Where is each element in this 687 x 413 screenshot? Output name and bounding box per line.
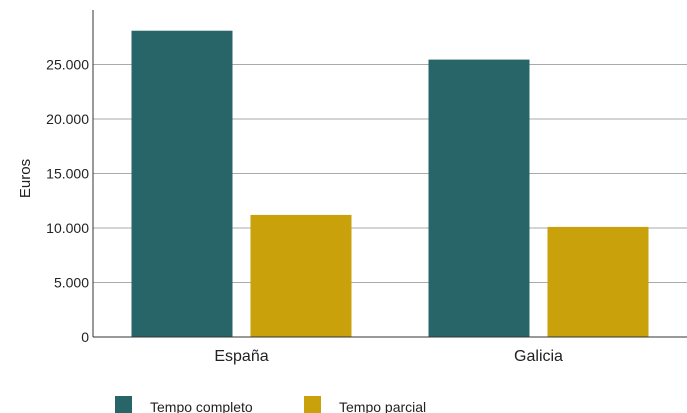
y-axis-label: Euros (17, 159, 34, 198)
y-tick-label: 10.000 (46, 220, 89, 236)
legend: Tempo completo Tempo parcial (115, 396, 426, 413)
bar-tempo-completo-1 (428, 59, 530, 337)
x-tick-label: Galicia (514, 348, 563, 365)
bar-tempo-parcial-1 (547, 226, 649, 337)
y-tick-label: 0 (81, 329, 89, 345)
y-tick-label: 20.000 (46, 111, 89, 127)
x-tick-label: España (214, 348, 268, 365)
legend-label: Tempo completo (150, 399, 253, 413)
bar-tempo-parcial-0 (250, 214, 352, 337)
legend-swatch (304, 396, 321, 413)
bar-tempo-completo-0 (131, 30, 233, 338)
legend-swatch (115, 396, 132, 413)
y-tick-label: 25.000 (46, 57, 89, 73)
legend-label: Tempo parcial (339, 399, 426, 413)
y-tick-labels: 0 5.000 10.000 15.000 20.000 25.000 (46, 57, 89, 346)
y-tick-label: 15.000 (46, 166, 89, 182)
bars (131, 30, 649, 338)
y-tick-label: 5.000 (54, 275, 89, 291)
x-tick-labels: España Galicia (214, 348, 563, 365)
